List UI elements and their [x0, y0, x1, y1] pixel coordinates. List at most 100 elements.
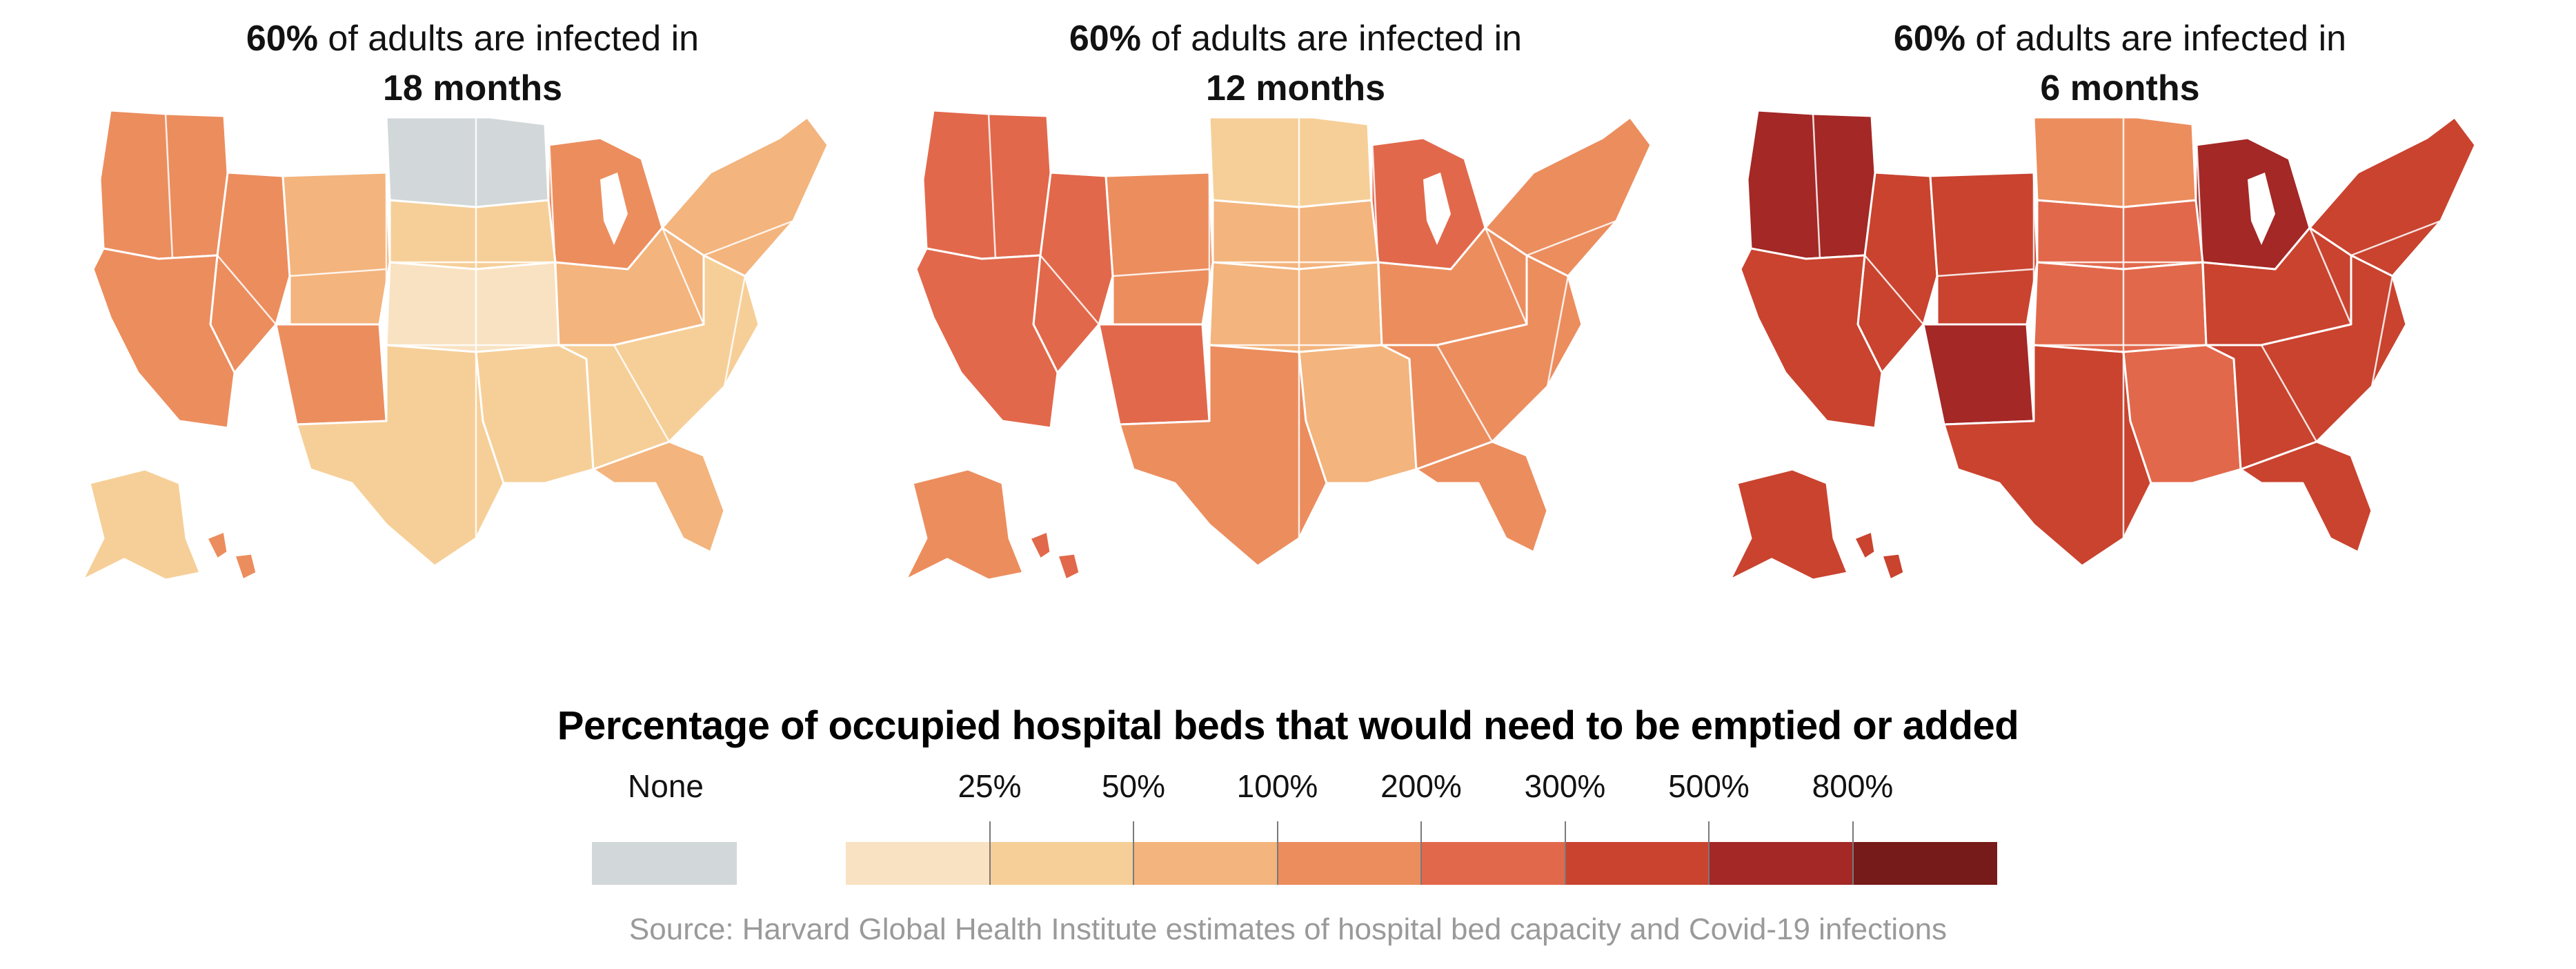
legend-tick-mark [1420, 821, 1422, 885]
panel-title-duration: 6 months [2040, 68, 2200, 108]
state-border [1408, 358, 1418, 470]
state-border [2232, 358, 2242, 470]
state-border [1050, 171, 1107, 177]
map-region-northwest [99, 109, 229, 260]
state-border [1526, 219, 1617, 257]
panel-title: 60% of adults are infected in 18 months [62, 14, 883, 113]
legend-tick-label: 100% [1236, 768, 1318, 804]
legend-tick-label: 25% [958, 768, 1022, 804]
panel-title-text: of adults are infected in [1151, 19, 1523, 59]
state-border [289, 268, 387, 277]
map-region-dakotas [1208, 116, 1373, 208]
map-region-alaska [1729, 468, 1849, 581]
state-border [723, 275, 746, 387]
map-region-northern_plains [1211, 199, 1380, 271]
map-panel-12-months: 60% of adults are infected in 12 months [885, 0, 1706, 621]
map-region-alaska [904, 468, 1024, 581]
map-region-northern_plains [388, 199, 557, 271]
legend-none-swatch [592, 842, 737, 885]
map-region-colorado [1098, 323, 1211, 426]
state-border [2350, 219, 2441, 257]
map-region-california [92, 247, 236, 429]
us-map-18-months [81, 109, 829, 581]
state-border [1484, 227, 1528, 325]
state-border [2370, 275, 2394, 387]
state-border [661, 227, 705, 325]
state-border [1436, 344, 1494, 442]
map-region-central_plains [2032, 261, 2208, 353]
panel-title: 60% of adults are infected in 6 months [1710, 14, 2530, 113]
lake-michigan [2248, 173, 2275, 245]
legend-swatch [1852, 842, 1997, 885]
map-region-mountain [1104, 171, 1214, 326]
state-border [227, 171, 284, 177]
map-region-central_plains [385, 261, 560, 353]
panel-title-duration: 12 months [1205, 68, 1386, 108]
state-border [2194, 124, 2208, 346]
legend-tick-label: 300% [1524, 768, 1606, 804]
state-border [585, 358, 595, 470]
lake-michigan [1423, 173, 1451, 245]
legend-tick-mark [1852, 821, 1854, 885]
map-region-northern_plains [2036, 199, 2204, 271]
legend-tick-label: 800% [1812, 768, 1894, 804]
us-map-6-months [1729, 109, 2477, 581]
state-border [1874, 171, 1931, 177]
legend-tick-mark [1133, 821, 1134, 885]
panel-title-duration: 18 months [382, 68, 563, 108]
map-region-florida [592, 440, 726, 554]
panel-title-percent: 60% [246, 19, 318, 59]
state-border [217, 255, 277, 325]
state-border [1812, 113, 1821, 260]
panel-title-percent: 60% [1893, 19, 1965, 59]
legend-none-label: None [628, 768, 704, 804]
legend-tick-label: 500% [1668, 768, 1750, 804]
state-border [1864, 255, 1924, 325]
map-panel-18-months: 60% of adults are infected in 18 months [62, 0, 883, 621]
map-region-alaska [81, 468, 201, 581]
panel-title-text: of adults are infected in [328, 19, 700, 59]
legend-tick-mark [1564, 821, 1566, 885]
map-region-central_plains [1208, 261, 1383, 353]
map-region-hawaii [206, 530, 258, 581]
map-region-northwest [1746, 109, 1876, 260]
legend-tick-label: 50% [1101, 768, 1166, 804]
state-border [1112, 268, 1210, 277]
panel-title: 60% of adults are infected in 12 months [885, 14, 1706, 113]
map-region-hawaii [1029, 530, 1081, 581]
legend-title: Percentage of occupied hospital beds tha… [557, 703, 2019, 748]
legend-swatch [846, 842, 991, 885]
map-panel-6-months: 60% of adults are infected in 6 months [1710, 0, 2530, 621]
legend-tick-mark [1708, 821, 1710, 885]
legend-swatch [1709, 842, 1854, 885]
map-region-colorado [275, 323, 388, 426]
state-border [1370, 124, 1383, 346]
legend-tick-mark [1276, 821, 1278, 885]
panel-title-percent: 60% [1069, 19, 1141, 59]
map-region-colorado [1922, 323, 2035, 426]
state-border [1040, 255, 1100, 325]
map-region-mountain [281, 171, 391, 326]
map-region-dakotas [2032, 116, 2197, 208]
legend-swatch [1133, 842, 1278, 885]
state-border [2308, 227, 2352, 325]
map-region-dakotas [385, 116, 550, 208]
state-border [2260, 344, 2318, 442]
source-note: Source: Harvard Global Health Institute … [628, 912, 1948, 946]
legend-swatch [1565, 842, 1710, 885]
panel-title-text: of adults are infected in [1975, 19, 2347, 59]
map-region-hawaii [1853, 530, 1905, 581]
map-region-florida [1415, 440, 1549, 554]
legend-tick-label: 200% [1380, 768, 1462, 804]
legend-swatch [989, 842, 1134, 885]
map-region-california [915, 247, 1059, 429]
state-border [164, 113, 174, 260]
state-border [1546, 275, 1569, 387]
legend-swatch [1277, 842, 1422, 885]
legend-swatch [1421, 842, 1566, 885]
map-region-florida [2239, 440, 2373, 554]
state-border [547, 124, 560, 346]
legend-tick-mark [989, 821, 991, 885]
state-border [987, 113, 997, 260]
state-border [613, 344, 671, 442]
